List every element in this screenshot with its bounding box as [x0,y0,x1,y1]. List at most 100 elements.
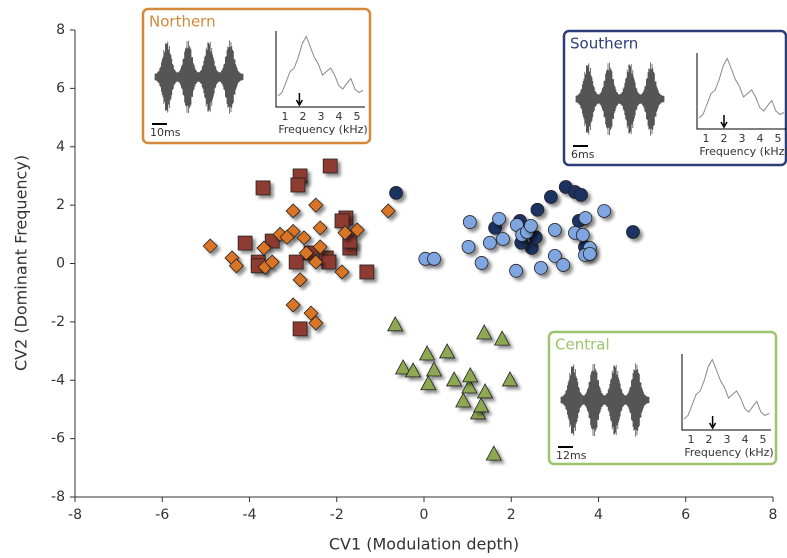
point [544,190,557,203]
point [583,247,596,260]
y-tick-label: -2 [51,314,65,330]
point [335,214,349,228]
x-tick-label: -4 [243,507,257,523]
y-tick-label: -8 [51,489,65,505]
point [289,255,303,269]
inset-tick-label: 3 [739,132,746,145]
x-tick-label: 0 [420,507,429,523]
point [575,188,588,201]
point [323,159,337,173]
inset: Southern 6ms 12345Frequency (kHz) [564,31,787,165]
y-tick-label: 8 [56,22,65,38]
y-tick-label: 4 [56,139,65,155]
inset-tick-label: 5 [354,110,361,123]
x-tick-label: 4 [594,507,603,523]
x-tick-label: 2 [507,507,516,523]
point [381,204,395,218]
point [557,258,570,271]
point [576,228,589,241]
point [293,273,307,287]
inset-tick-label: 4 [742,433,749,446]
inset-title: Central [555,336,610,354]
inset-tick-label: 3 [318,110,325,123]
y-tick-label: -6 [51,431,65,447]
point [493,212,506,225]
point [428,252,441,265]
point [474,398,489,412]
inset-tick-label: 1 [688,433,695,446]
inset-tick-label: 1 [282,110,289,123]
point [486,446,501,460]
inset-tick-label: 2 [721,132,728,145]
inset-xlabel: Frequency (kHz) [278,123,367,136]
inset: Northern 10ms 12345Frequency (kHz) [143,9,370,143]
point [390,186,403,199]
inset-xlabel: Frequency (kHz) [684,446,773,459]
point [534,261,547,274]
scale-label: 12ms [556,449,587,462]
x-tick-label: -8 [68,507,82,523]
point [360,265,374,279]
point [322,255,336,269]
point [291,178,305,192]
y-tick-label: -4 [51,372,65,388]
x-axis-label: CV1 (Modulation depth) [329,535,519,554]
point [598,204,611,217]
point [388,317,403,331]
x-tick-label: -6 [155,507,169,523]
point [447,372,462,386]
point [475,256,488,269]
inset-tick-label: 3 [724,433,731,446]
point [421,376,436,390]
point [478,384,493,398]
point [548,223,561,236]
chart: CV1 (Modulation depth) CV2 (Dominant Fre… [0,0,787,558]
x-tick-label: 6 [681,507,690,523]
point [510,264,523,277]
x-tick-label: -2 [330,507,344,523]
inset-tick-label: 1 [703,132,710,145]
y-tick-label: 2 [56,197,65,213]
inset-tick-label: 4 [336,110,343,123]
point [293,322,307,336]
inset-tick-label: 4 [757,132,764,145]
y-tick-label: 0 [56,256,65,272]
inset-xlabel: Frequency (kHz) [699,145,787,158]
scale-label: 10ms [150,126,181,139]
point [531,203,544,216]
point [440,344,455,358]
inset-title: Northern [149,13,216,31]
inset-tick-label: 2 [300,110,307,123]
y-axis-label: CV2 (Dominant Frequency) [12,155,31,371]
point [496,232,509,245]
point [462,240,475,253]
point [524,219,537,232]
point [463,368,478,382]
point [238,236,252,250]
point [286,298,300,312]
point [427,362,442,376]
inset-tick-label: 2 [706,433,713,446]
point [456,393,471,407]
point [309,198,323,212]
point [335,265,349,279]
point [626,225,639,238]
point [495,331,510,345]
point [256,181,270,195]
scale-label: 6ms [571,148,595,161]
point [203,239,217,253]
point [477,325,492,339]
point [463,216,476,229]
inset-tick-label: 5 [775,132,782,145]
inset-title: Southern [570,35,638,53]
point [502,372,517,386]
point [579,211,592,224]
point [313,221,327,235]
point [286,204,300,218]
inset-tick-label: 5 [760,433,767,446]
x-tick-label: 8 [769,507,778,523]
y-tick-label: 6 [56,80,65,96]
point [420,346,435,360]
point [483,236,496,249]
